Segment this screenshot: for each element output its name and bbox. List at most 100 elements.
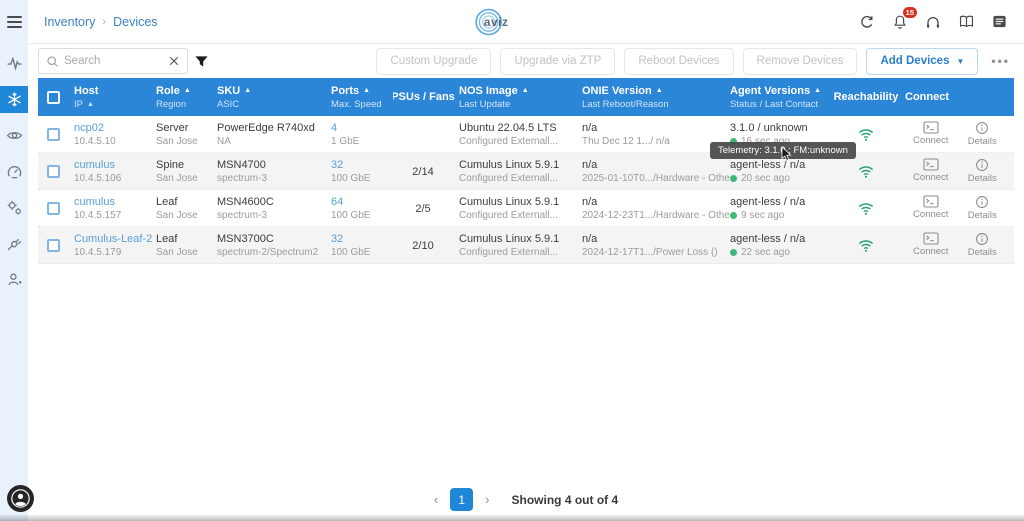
next-page-button[interactable]: › bbox=[485, 492, 490, 507]
connect-button[interactable]: Connect bbox=[905, 121, 957, 147]
row-sku: MSN4700 bbox=[217, 158, 266, 171]
row-checkbox[interactable] bbox=[46, 238, 60, 252]
breadcrumb-devices[interactable]: Devices bbox=[113, 14, 158, 29]
sidebar-item-users[interactable] bbox=[0, 266, 28, 293]
row-psus-fans: 2/5 bbox=[415, 203, 431, 215]
sidebar-item-integrations[interactable] bbox=[0, 230, 28, 257]
notifications-button[interactable]: 15 bbox=[891, 5, 918, 31]
sidebar-item-health[interactable] bbox=[0, 50, 28, 77]
ports-link[interactable]: 64 bbox=[331, 195, 344, 208]
funnel-icon bbox=[195, 55, 208, 67]
filter-button[interactable] bbox=[194, 54, 209, 69]
wifi-icon bbox=[858, 202, 874, 215]
select-all-checkbox[interactable] bbox=[46, 90, 60, 104]
search-input[interactable] bbox=[64, 55, 163, 67]
column-role[interactable]: Role ▲ Region bbox=[156, 84, 191, 110]
column-agent-versions[interactable]: Agent Versions ▲ Status / Last Contact bbox=[730, 84, 822, 110]
column-host[interactable]: Host IP ▲ bbox=[74, 84, 99, 110]
row-onie: n/a bbox=[582, 232, 598, 245]
notification-badge: 15 bbox=[901, 5, 918, 19]
ports-link[interactable]: 32 bbox=[331, 158, 344, 171]
row-psus-fans: 2/14 bbox=[412, 166, 434, 178]
page-number[interactable]: 1 bbox=[450, 488, 474, 511]
terminal-icon bbox=[923, 195, 939, 208]
refresh-button[interactable] bbox=[858, 13, 876, 31]
column-connect: Connect bbox=[905, 91, 949, 103]
logo-rings-icon bbox=[475, 8, 503, 35]
user-avatar[interactable] bbox=[7, 485, 34, 512]
support-button[interactable] bbox=[924, 13, 942, 31]
row-ip: 10.4.5.10 bbox=[74, 135, 116, 147]
connect-button[interactable]: Connect bbox=[905, 158, 957, 184]
column-sku[interactable]: SKU ▲ ASIC bbox=[217, 84, 252, 110]
fabric-snowflake-icon bbox=[7, 92, 21, 107]
row-checkbox[interactable] bbox=[46, 164, 60, 178]
row-agent: agent-less / n/a bbox=[730, 195, 806, 208]
host-link[interactable]: ncp02 bbox=[74, 121, 104, 134]
details-button[interactable]: Details bbox=[957, 195, 1009, 221]
sidebar-item-observability[interactable] bbox=[0, 122, 28, 149]
add-devices-label: Add Devices bbox=[880, 55, 950, 67]
search-icon bbox=[47, 55, 58, 67]
details-button[interactable]: Details bbox=[957, 121, 1009, 147]
custom-upgrade-button[interactable]: Custom Upgrade bbox=[376, 47, 492, 75]
row-role: Server bbox=[156, 121, 189, 134]
terminal-icon bbox=[923, 158, 939, 171]
column-nos-image[interactable]: NOS Image ▲ Last Update bbox=[459, 84, 529, 110]
close-icon[interactable] bbox=[168, 55, 180, 67]
column-psus-fans[interactable]: PSUs / Fans bbox=[393, 91, 455, 103]
table-header: Host IP ▲ Role ▲ Region SKU ▲ ASIC Ports ▲ M… bbox=[38, 78, 1014, 116]
connect-button[interactable]: Connect bbox=[905, 232, 957, 258]
docs-button[interactable] bbox=[957, 13, 975, 31]
wifi-icon bbox=[858, 165, 874, 178]
table-row: ncp02 10.4.5.10 Server San Jose PowerEdge… bbox=[38, 116, 1014, 153]
column-onie-version[interactable]: ONIE Version ▲ Last Reboot/Reason bbox=[582, 84, 669, 110]
info-icon bbox=[976, 122, 989, 134]
row-onie: n/a bbox=[582, 121, 598, 134]
table-row: cumulus 10.4.5.157 Leaf San Jose MSN4600C… bbox=[38, 190, 1014, 227]
info-icon bbox=[976, 196, 989, 208]
sort-asc-icon: ▲ bbox=[183, 87, 191, 94]
upgrade-via-ztp-button[interactable]: Upgrade via ZTP bbox=[500, 47, 616, 75]
sidebar-item-dashboard[interactable] bbox=[0, 158, 28, 185]
more-actions-button[interactable]: ••• bbox=[987, 54, 1014, 68]
results-summary: Showing 4 out of 4 bbox=[511, 492, 619, 507]
ports-link[interactable]: 32 bbox=[331, 232, 344, 245]
user-icon bbox=[8, 273, 22, 286]
status-dot bbox=[730, 137, 737, 145]
row-onie: n/a bbox=[582, 158, 598, 171]
row-nos: Cumulus Linux 5.9.1 bbox=[459, 232, 560, 245]
connect-button[interactable]: Connect bbox=[905, 195, 957, 221]
row-sku: MSN3700C bbox=[217, 232, 274, 245]
sidebar-item-inventory[interactable] bbox=[0, 86, 28, 113]
details-button[interactable]: Details bbox=[957, 232, 1009, 258]
mouse-cursor bbox=[781, 146, 792, 161]
details-button[interactable]: Details bbox=[957, 158, 1009, 184]
topbar-actions: 15 bbox=[858, 5, 1008, 31]
host-link[interactable]: cumulus bbox=[74, 195, 115, 208]
row-checkbox[interactable] bbox=[46, 201, 60, 215]
ports-link[interactable]: 4 bbox=[331, 121, 338, 134]
row-agent: agent-less / n/a bbox=[730, 232, 806, 245]
column-ports[interactable]: Ports ▲ Max. Speed bbox=[331, 84, 382, 110]
release-notes-button[interactable] bbox=[990, 13, 1008, 31]
wifi-icon bbox=[858, 239, 874, 252]
remove-devices-button[interactable]: Remove Devices bbox=[742, 47, 858, 75]
prev-page-button[interactable]: ‹ bbox=[433, 492, 439, 507]
bulk-actions: Custom Upgrade Upgrade via ZTP Reboot De… bbox=[376, 47, 1014, 75]
host-link[interactable]: Cumulus-Leaf-2 bbox=[74, 232, 153, 245]
sort-asc-icon: ▲ bbox=[363, 87, 371, 94]
row-role: Leaf bbox=[156, 232, 178, 245]
sidebar-item-settings[interactable] bbox=[0, 194, 28, 221]
row-checkbox[interactable] bbox=[46, 127, 60, 141]
row-role: Leaf bbox=[156, 195, 178, 208]
row-psus-fans: 2/10 bbox=[412, 240, 434, 252]
sort-asc-icon: ▲ bbox=[521, 87, 529, 94]
host-link[interactable]: cumulus bbox=[74, 158, 115, 171]
add-devices-button[interactable]: Add Devices ▼ bbox=[866, 47, 979, 75]
menu-icon[interactable] bbox=[6, 16, 22, 28]
search-box bbox=[38, 48, 188, 74]
reboot-devices-button[interactable]: Reboot Devices bbox=[624, 47, 734, 75]
breadcrumb-inventory[interactable]: Inventory bbox=[44, 14, 96, 29]
row-sku: MSN4600C bbox=[217, 195, 274, 208]
